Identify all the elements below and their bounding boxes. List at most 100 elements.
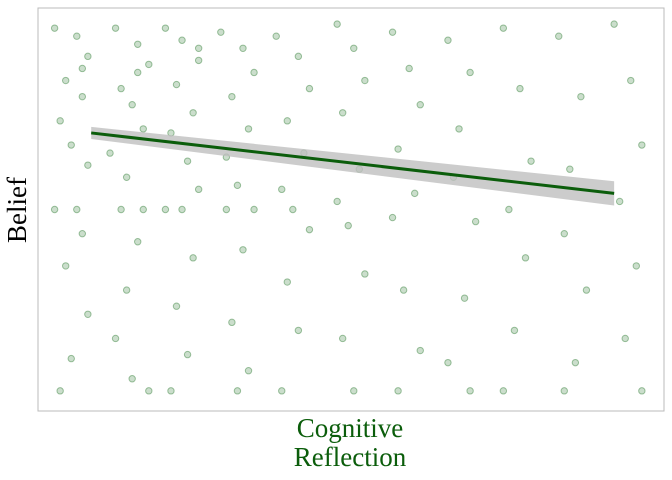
- point: [466, 387, 474, 395]
- point: [194, 185, 203, 194]
- point: [577, 92, 585, 101]
- point: [228, 318, 236, 327]
- point: [233, 387, 242, 395]
- point: [582, 286, 591, 294]
- point: [228, 92, 236, 101]
- point: [499, 387, 508, 395]
- point: [444, 36, 452, 44]
- point: [84, 161, 92, 169]
- regression-line: [91, 131, 615, 195]
- point: [78, 64, 87, 73]
- point: [278, 185, 286, 194]
- point: [610, 20, 618, 28]
- point: [455, 125, 463, 133]
- point: [194, 56, 203, 65]
- point: [283, 278, 291, 286]
- point: [505, 205, 513, 214]
- point: [78, 92, 87, 101]
- point: [466, 68, 474, 77]
- point: [61, 76, 70, 85]
- point: [627, 76, 635, 85]
- point: [305, 84, 314, 93]
- point: [405, 64, 413, 73]
- point: [50, 24, 59, 32]
- point: [84, 310, 92, 318]
- point: [61, 262, 70, 270]
- point: [333, 197, 341, 206]
- point: [621, 334, 629, 343]
- point: [560, 387, 568, 395]
- point: [471, 217, 480, 226]
- point: [194, 44, 203, 52]
- point: [56, 117, 64, 125]
- point: [128, 101, 136, 109]
- point: [444, 358, 452, 367]
- point: [394, 145, 402, 153]
- point: [416, 101, 424, 109]
- point: [250, 68, 258, 77]
- point: [361, 76, 369, 85]
- point: [172, 302, 181, 310]
- point: [178, 36, 186, 44]
- point: [338, 109, 347, 117]
- point: [56, 387, 64, 395]
- point: [139, 205, 147, 214]
- x-axis-label: Cognitive Reflection: [293, 413, 407, 472]
- point: [139, 125, 147, 133]
- point: [411, 189, 419, 198]
- point: [189, 109, 197, 117]
- point: [189, 254, 197, 262]
- point: [272, 32, 280, 40]
- point: [244, 367, 253, 375]
- point: [305, 225, 314, 234]
- point: [78, 229, 87, 238]
- point: [239, 44, 247, 52]
- point: [350, 387, 358, 395]
- point: [222, 205, 231, 214]
- point: [294, 326, 303, 335]
- point: [294, 52, 303, 61]
- point: [250, 205, 258, 214]
- point: [111, 24, 120, 32]
- y-axis-label: Belief: [2, 177, 32, 243]
- point: [183, 157, 192, 165]
- point: [117, 205, 125, 214]
- point: [566, 165, 574, 173]
- point: [161, 205, 170, 214]
- point: [117, 84, 125, 93]
- point: [145, 60, 153, 69]
- point: [416, 346, 424, 355]
- point: [615, 197, 624, 206]
- point: [73, 205, 81, 214]
- point: [388, 213, 397, 222]
- point: [50, 205, 59, 214]
- point: [134, 68, 142, 77]
- point: [638, 387, 646, 395]
- point: [178, 205, 186, 214]
- point: [516, 84, 524, 93]
- point: [388, 28, 397, 36]
- point: [499, 24, 508, 32]
- confidence-band: [91, 126, 615, 206]
- point: [122, 286, 131, 294]
- point: [350, 44, 358, 52]
- point: [510, 326, 519, 335]
- point: [172, 80, 181, 89]
- point: [344, 221, 352, 230]
- point: [134, 40, 142, 48]
- point: [67, 141, 75, 149]
- point: [167, 387, 175, 395]
- point: [244, 125, 253, 133]
- point: [394, 387, 402, 395]
- point: [278, 387, 286, 395]
- point: [560, 229, 568, 238]
- point: [571, 358, 580, 367]
- point: [106, 149, 114, 157]
- point: [632, 262, 641, 270]
- point: [239, 246, 247, 254]
- point: [289, 205, 297, 214]
- point: [145, 387, 153, 395]
- point: [333, 20, 341, 28]
- point: [638, 141, 646, 149]
